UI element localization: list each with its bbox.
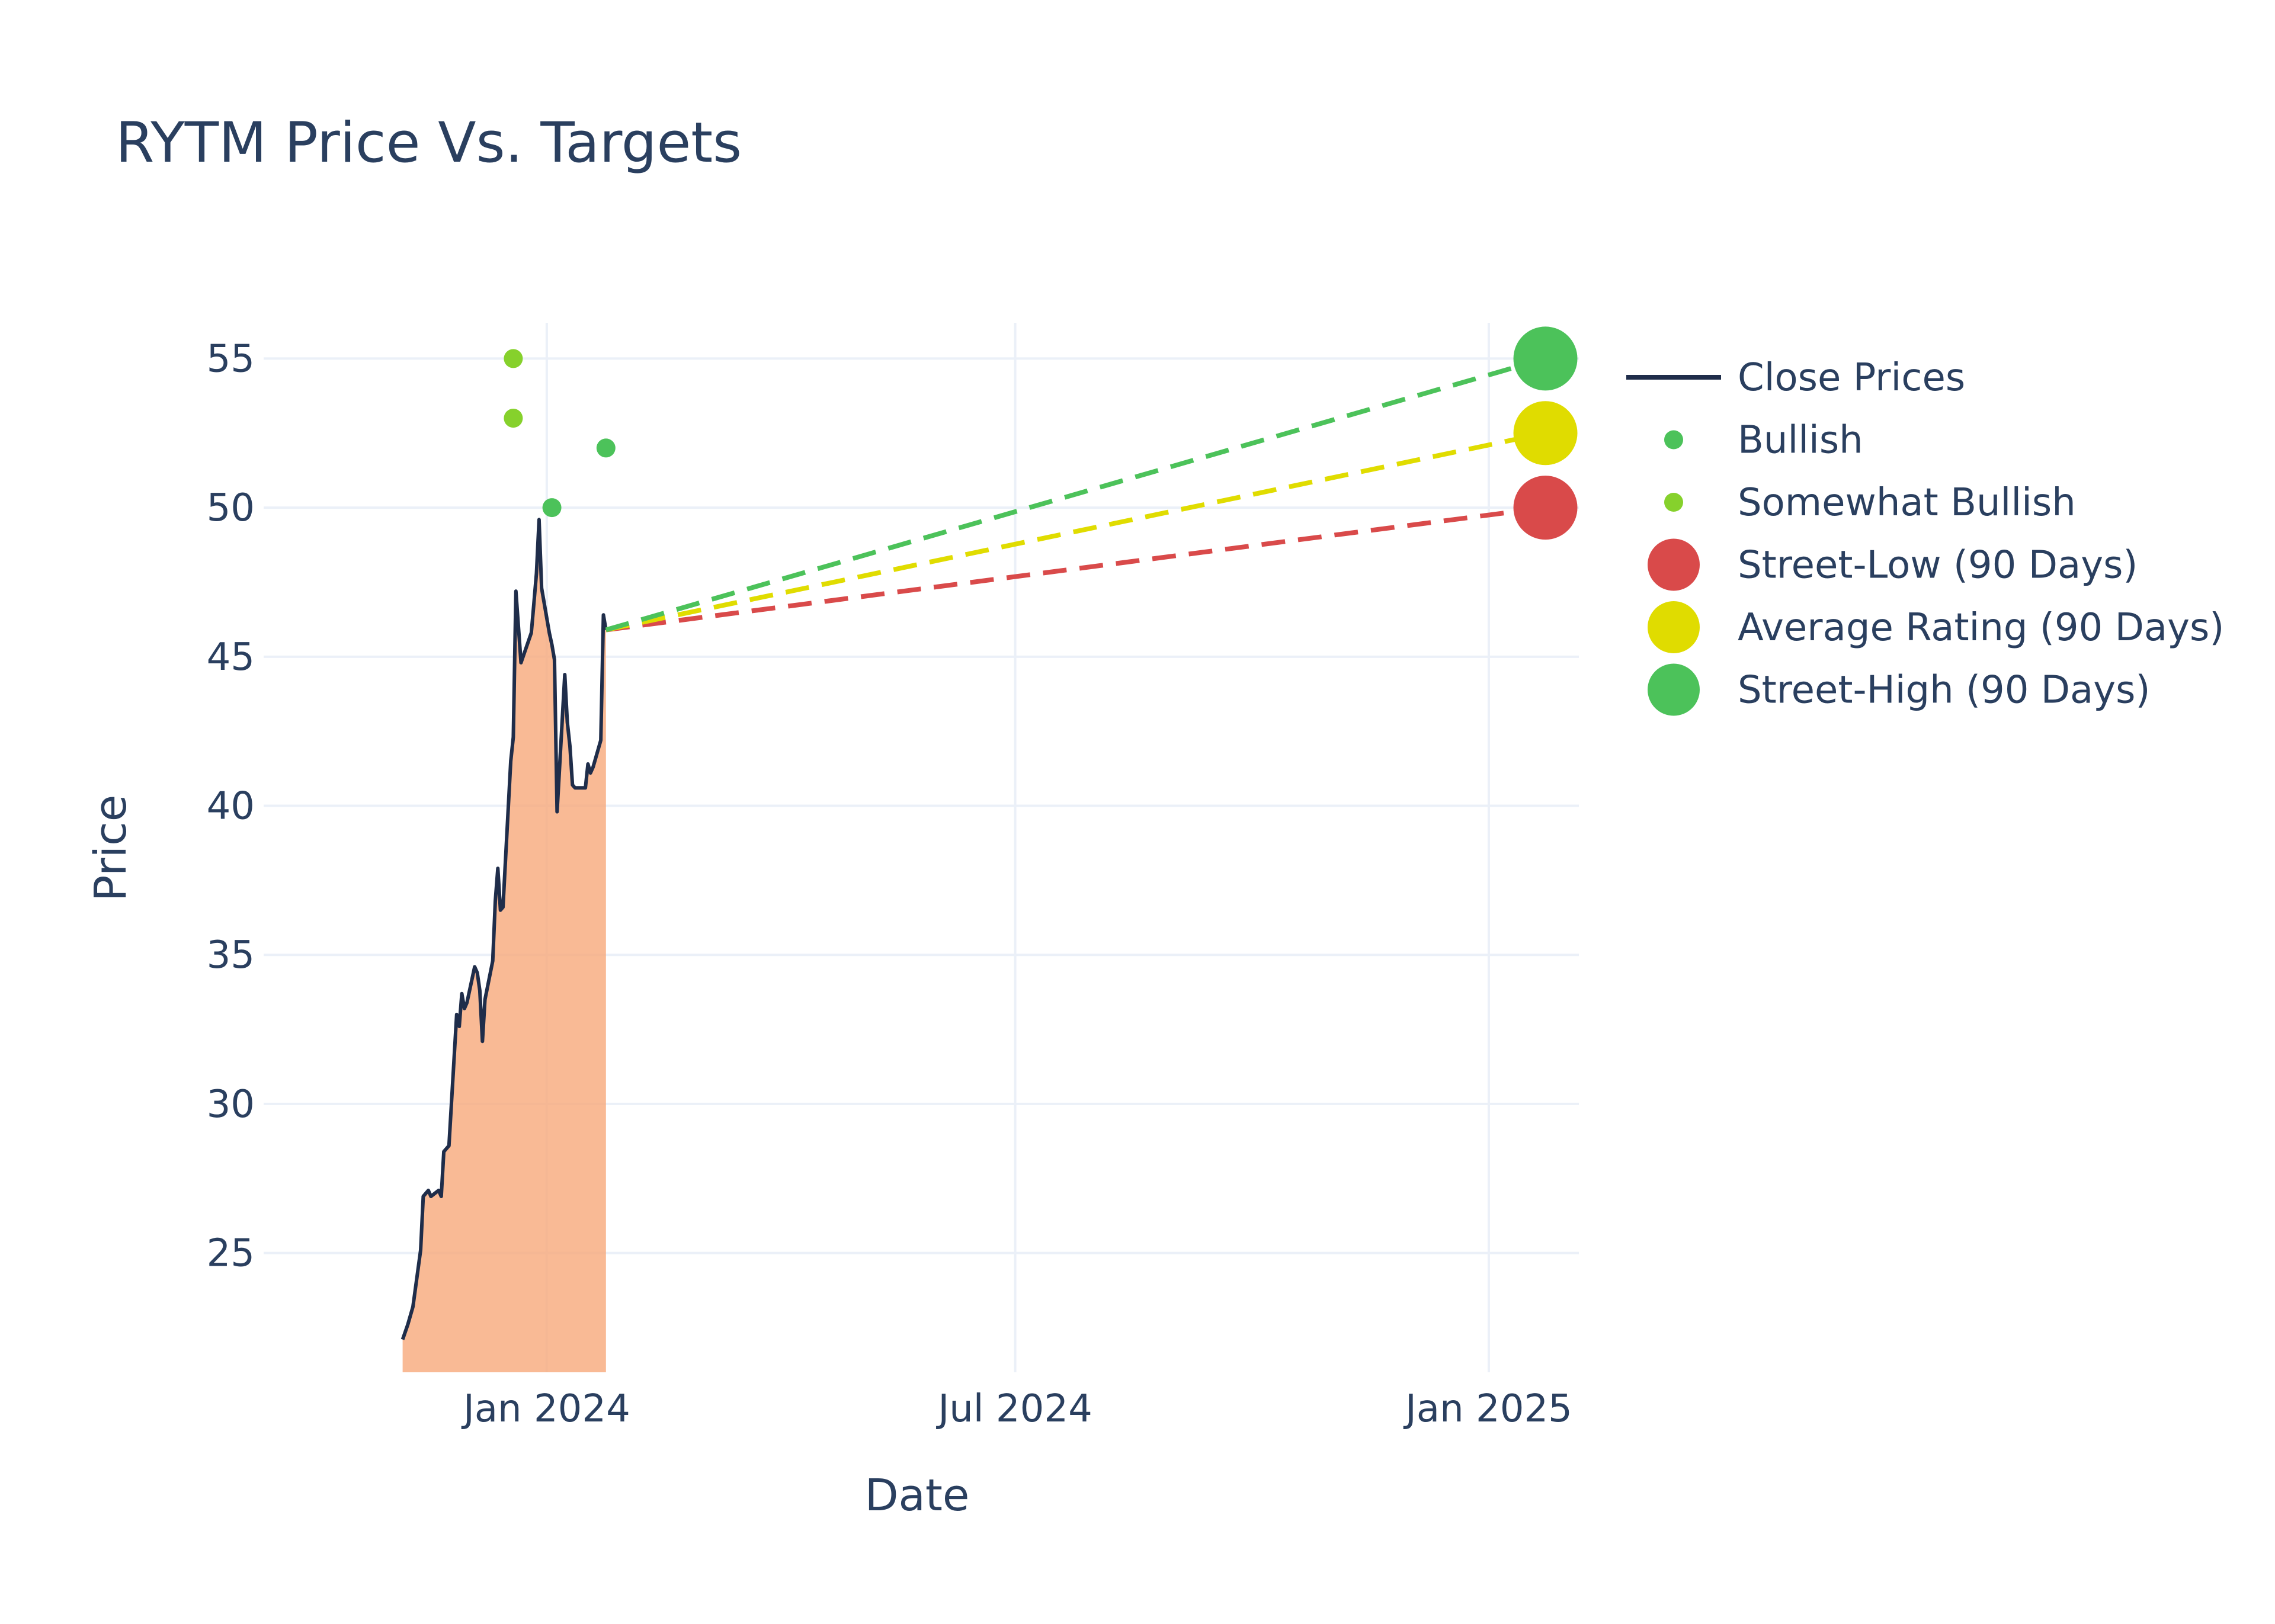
close-price-area	[400, 518, 608, 1372]
target-line	[605, 505, 1546, 633]
x-tick-label: Jul 2024	[935, 1387, 1092, 1431]
legend-dot-swatch	[1648, 601, 1700, 653]
target-lines	[605, 326, 1578, 633]
x-axis-title: Date	[865, 1470, 970, 1521]
legend-label: Close Prices	[1738, 356, 1965, 400]
legend-label: Average Rating (90 Days)	[1738, 606, 2224, 650]
legend-dot-swatch	[1664, 430, 1683, 450]
chart-title: RYTM Price Vs. Targets	[116, 111, 742, 175]
y-tick-label: 30	[207, 1083, 255, 1126]
target-line	[605, 431, 1546, 633]
y-axis-ticks: 25 30 35 40 45 50 55	[207, 337, 255, 1275]
legend-label: Bullish	[1738, 419, 1863, 463]
y-tick-label: 35	[207, 933, 255, 977]
y-axis-title: Price	[85, 795, 136, 902]
y-tick-label: 25	[207, 1232, 255, 1276]
y-tick-label: 40	[207, 785, 255, 829]
rating-point	[504, 409, 523, 428]
legend: Close Prices Bullish Somewhat Bullish Stree…	[1626, 356, 2224, 716]
rating-point	[504, 349, 523, 368]
y-tick-label: 55	[207, 337, 255, 381]
rating-point	[596, 438, 616, 458]
target-marker	[1513, 401, 1578, 466]
y-tick-label: 45	[207, 636, 255, 679]
target-marker	[1513, 326, 1578, 391]
x-axis-ticks: Jan 2024 Jul 2024 Jan 2025	[461, 1387, 1572, 1431]
x-tick-label: Jan 2024	[461, 1387, 630, 1431]
rating-markers	[504, 349, 616, 518]
target-line	[605, 356, 1546, 633]
legend-label: Street-Low (90 Days)	[1738, 544, 2138, 588]
legend-dot-swatch	[1648, 663, 1700, 716]
legend-dot-swatch	[1648, 538, 1700, 591]
target-marker	[1513, 476, 1578, 540]
y-tick-label: 50	[207, 486, 255, 530]
legend-label: Street-High (90 Days)	[1738, 669, 2150, 712]
legend-label: Somewhat Bullish	[1738, 481, 2076, 525]
legend-dot-swatch	[1664, 493, 1683, 512]
close-price-line	[400, 518, 608, 1340]
x-tick-label: Jan 2025	[1403, 1387, 1572, 1431]
rating-point	[542, 498, 562, 518]
